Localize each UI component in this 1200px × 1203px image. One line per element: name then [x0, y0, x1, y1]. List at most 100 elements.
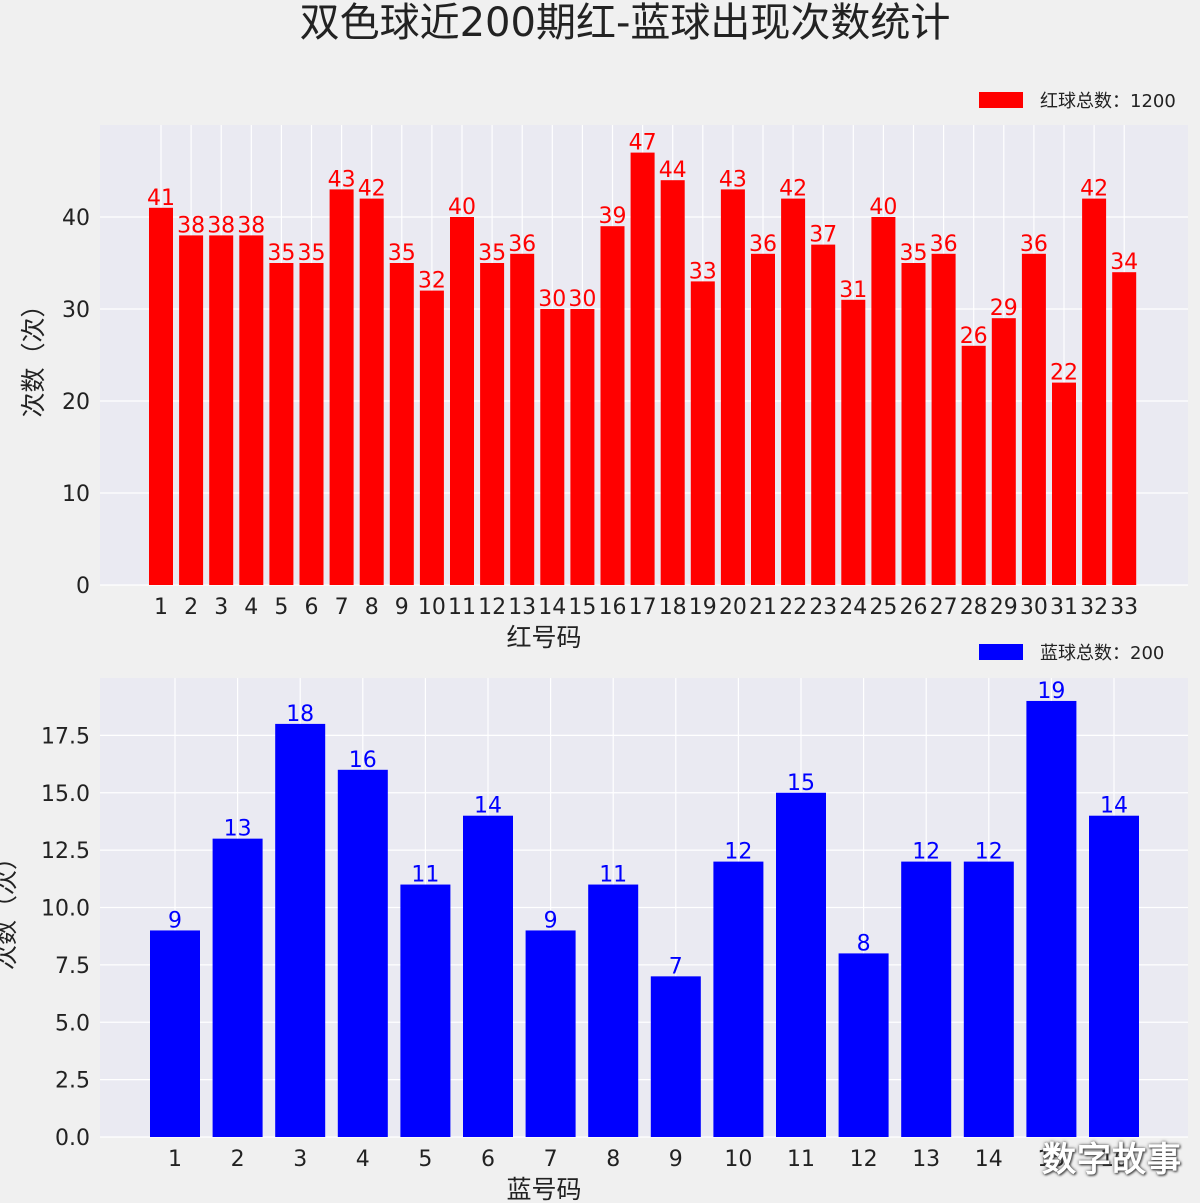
red-x-tick-label: 20 — [719, 595, 747, 620]
blue-x-tick-label: 6 — [481, 1147, 495, 1172]
blue-bar-value-label: 7 — [669, 954, 683, 979]
red-bar — [179, 235, 204, 585]
blue-bar — [150, 930, 200, 1137]
red-bar-value-label: 36 — [930, 232, 958, 257]
red-bar — [1052, 382, 1076, 585]
blue-bar-value-label: 16 — [349, 748, 377, 773]
blue-bar-value-label: 14 — [1100, 794, 1128, 819]
red-bar-value-label: 36 — [1020, 232, 1048, 257]
red-x-tick-label: 28 — [960, 595, 988, 620]
red-bar-value-label: 35 — [388, 241, 416, 266]
blue-bar-value-label: 18 — [286, 702, 314, 727]
red-x-tick-label: 29 — [990, 595, 1018, 620]
red-bar-value-label: 35 — [478, 241, 506, 266]
red-bar-value-label: 39 — [599, 204, 627, 229]
red-y-tick-label: 10 — [62, 482, 90, 507]
blue-bar-value-label: 9 — [168, 908, 182, 933]
red-bar-value-label: 33 — [689, 259, 717, 284]
blue-y-tick-label: 17.5 — [41, 724, 90, 749]
red-bar-value-label: 35 — [267, 241, 295, 266]
red-x-tick-label: 12 — [478, 595, 506, 620]
red-bar-value-label: 42 — [779, 177, 807, 202]
red-x-tick-label: 8 — [365, 595, 379, 620]
red-x-tick-label: 7 — [335, 595, 349, 620]
blue-bar-value-label: 12 — [724, 840, 752, 865]
red-bar-value-label: 38 — [207, 213, 235, 238]
blue-x-tick-label: 1 — [168, 1147, 182, 1172]
red-bar-value-label: 29 — [990, 296, 1018, 321]
red-y-tick-label: 30 — [62, 298, 90, 323]
blue-bar — [1026, 700, 1077, 1137]
blue-bar-value-label: 15 — [787, 771, 815, 796]
red-bar-value-label: 37 — [809, 223, 837, 248]
blue-x-tick-label: 10 — [724, 1147, 752, 1172]
red-bar — [991, 318, 1016, 585]
red-x-tick-label: 16 — [599, 595, 627, 620]
red-bar-value-label: 26 — [960, 324, 988, 349]
blue-x-tick-label: 14 — [975, 1147, 1003, 1172]
red-bar — [149, 207, 173, 586]
blue-x-tick-label: 16 — [1100, 1147, 1128, 1172]
red-x-tick-label: 10 — [418, 595, 446, 620]
chart-title: 双色球近200期红-蓝球出现次数统计 — [299, 0, 951, 46]
red-bar-value-label: 42 — [1080, 177, 1108, 202]
blue-bar — [275, 723, 326, 1137]
red-y-axis-label: 次数（次） — [19, 292, 48, 417]
red-bar — [269, 263, 294, 585]
blue-bar — [463, 815, 513, 1137]
blue-x-tick-label: 4 — [356, 1147, 370, 1172]
red-y-tick-label: 20 — [62, 390, 90, 415]
blue-bar — [400, 884, 451, 1137]
blue-bar — [713, 861, 764, 1137]
red-bar — [871, 217, 896, 585]
blue-bar-value-label: 11 — [599, 863, 627, 888]
red-bar-value-label: 34 — [1110, 250, 1138, 275]
blue-x-tick-label: 9 — [669, 1147, 683, 1172]
blue-x-tick-label: 5 — [418, 1147, 432, 1172]
blue-bar — [1089, 815, 1139, 1137]
red-bar-value-label: 32 — [418, 269, 446, 294]
red-bar — [961, 345, 986, 585]
blue-bar-value-label: 12 — [912, 840, 940, 865]
red-bar — [359, 198, 384, 585]
blue-y-tick-label: 5.0 — [55, 1011, 90, 1036]
red-bar-value-label: 43 — [719, 167, 747, 192]
blue-bar — [776, 792, 826, 1137]
red-bar — [389, 263, 414, 585]
red-x-tick-label: 33 — [1110, 595, 1138, 620]
red-bar — [510, 253, 535, 586]
red-bar — [480, 263, 505, 585]
blue-y-axis-label: 次数（次） — [0, 845, 20, 970]
red-bar-value-label: 31 — [839, 278, 867, 303]
red-bar-value-label: 22 — [1050, 361, 1078, 386]
blue-legend-label: 蓝球总数：200 — [1040, 643, 1164, 664]
blue-bar — [212, 838, 263, 1137]
red-x-tick-label: 24 — [839, 595, 867, 620]
blue-y-tick-label: 12.5 — [41, 839, 90, 864]
red-x-tick-label: 14 — [538, 595, 566, 620]
red-x-tick-label: 3 — [214, 595, 228, 620]
blue-x-axis-label: 蓝号码 — [506, 1175, 581, 1203]
blue-x-tick-label: 2 — [231, 1147, 245, 1172]
blue-x-tick-label: 13 — [912, 1147, 940, 1172]
red-bar — [931, 253, 956, 586]
watermark: 数字故事 — [1042, 1140, 1182, 1180]
red-bar — [720, 189, 745, 585]
blue-legend-swatch — [979, 644, 1023, 660]
blue-bar — [588, 884, 639, 1137]
red-x-tick-label: 19 — [689, 595, 717, 620]
blue-bar — [901, 861, 952, 1137]
red-x-tick-label: 15 — [568, 595, 596, 620]
red-bar — [570, 309, 595, 585]
red-x-tick-label: 18 — [659, 595, 687, 620]
red-bar — [690, 281, 715, 585]
red-bar — [450, 217, 474, 585]
red-bar — [239, 235, 264, 585]
red-bar — [299, 263, 324, 585]
blue-x-tick-label: 7 — [544, 1147, 558, 1172]
red-x-tick-label: 11 — [448, 595, 476, 620]
red-bar-value-label: 35 — [298, 241, 326, 266]
blue-bar-value-label: 19 — [1037, 679, 1065, 704]
red-y-tick-label: 0 — [76, 574, 90, 599]
red-legend-swatch — [979, 92, 1023, 108]
